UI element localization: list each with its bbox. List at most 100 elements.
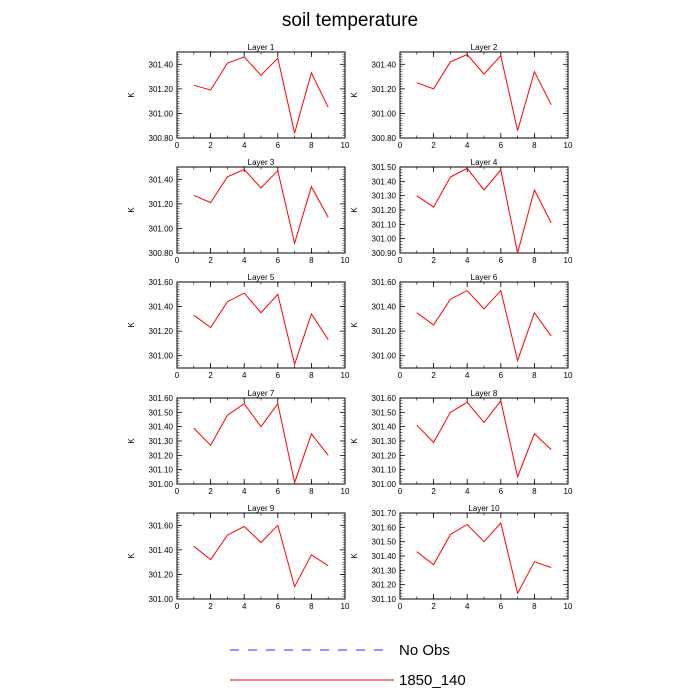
panel-layer-8: Layer 8 0 2 4 6 8 10 301.00 301.10 301.20 301.30 30…: [350, 389, 573, 496]
x-tick-label: 8: [309, 141, 314, 150]
y-tick-label: 300.80: [372, 134, 397, 143]
x-tick-label: 6: [499, 602, 504, 611]
x-tick-label: 6: [499, 141, 504, 150]
x-tick-label: 6: [276, 371, 281, 380]
x-tick-label: 8: [532, 487, 537, 496]
y-tick-label: 301.60: [149, 278, 174, 287]
series-line-1850-140: [193, 168, 329, 246]
series-line-1850-140: [416, 521, 552, 595]
x-tick-label: 6: [499, 256, 504, 265]
panel-title: Layer 2: [471, 43, 498, 52]
x-tick-label: 10: [564, 256, 573, 265]
x-tick-label: 2: [208, 141, 213, 150]
plot-frame: [176, 281, 346, 369]
y-tick-label: 300.90: [372, 249, 397, 258]
y-tick-label: 301.60: [149, 394, 174, 403]
y-tick-label: 301.00: [372, 109, 397, 118]
x-tick-label: 2: [431, 256, 436, 265]
panel-title: Layer 1: [248, 43, 275, 52]
x-tick-label: 2: [431, 371, 436, 380]
y-tick-label: 301.30: [372, 192, 397, 201]
y-tick-label: 301.50: [149, 408, 174, 417]
y-tick-label: 301.40: [372, 60, 397, 69]
panel-title: Layer 7: [248, 389, 275, 398]
series-line-1850-140: [193, 524, 329, 589]
x-tick-label: 6: [276, 602, 281, 611]
plot-frame: [399, 166, 569, 254]
y-tick-label: 301.30: [372, 566, 397, 575]
x-tick-label: 8: [532, 256, 537, 265]
x-tick-label: 0: [398, 602, 403, 611]
x-tick-label: 10: [341, 256, 350, 265]
plot-frame: [176, 397, 346, 485]
panel-layer-10: Layer 10 0 2 4 6 8 10 301.10 301.20 301.30 301.40 3…: [350, 504, 573, 611]
legend: No Obs 1850_140: [230, 642, 466, 689]
y-tick-label: 301.40: [372, 177, 397, 186]
series-line-1850-140: [193, 56, 329, 134]
y-tick-label: 301.20: [149, 200, 174, 209]
legend-label-no-obs: No Obs: [399, 642, 450, 659]
y-tick-label: 301.00: [149, 224, 174, 233]
y-tick-label: 301.30: [149, 437, 174, 446]
y-tick-label: 301.00: [149, 595, 174, 604]
panel-layer-6: Layer 6 0 2 4 6 8 10 301.00 301.20 301.40 301.60 K: [350, 273, 573, 380]
x-tick-label: 0: [175, 602, 180, 611]
x-tick-label: 2: [431, 602, 436, 611]
x-tick-label: 4: [465, 256, 470, 265]
plot-frame: [399, 397, 569, 485]
panel-layer-1: Layer 1 0 2 4 6 8 10 300.80 301.00 301.20 301.40 K: [127, 43, 350, 150]
y-tick-label: 301.60: [149, 521, 174, 530]
y-tick-label: 301.40: [372, 303, 397, 312]
panel-layer-2: Layer 2 0 2 4 6 8 10 300.80 301.00 301.20 301.40 K: [350, 43, 573, 150]
plot-frame: [399, 512, 569, 600]
panel-layer-7: Layer 7 0 2 4 6 8 10 301.00 301.10 301.20 301.30 30…: [127, 389, 350, 496]
panel-title: Layer 6: [471, 273, 498, 282]
panel-title: Layer 8: [471, 389, 498, 398]
y-tick-label: 301.00: [149, 109, 174, 118]
panel-title: Layer 4: [471, 158, 498, 167]
y-axis-label: K: [127, 438, 136, 444]
panel-layer-4: Layer 4 0 2 4 6 8 10 300.90 301.00 301.10 301.20 30…: [350, 158, 573, 265]
panel-title: Layer 5: [248, 273, 275, 282]
plot-frame: [176, 166, 346, 254]
x-tick-label: 8: [532, 602, 537, 611]
y-tick-label: 301.00: [149, 480, 174, 489]
y-tick-label: 301.00: [149, 352, 174, 361]
panel-title: Layer 9: [248, 504, 275, 513]
y-tick-label: 301.40: [149, 423, 174, 432]
x-tick-label: 6: [499, 371, 504, 380]
y-tick-label: 301.20: [149, 327, 174, 336]
panel-title: Layer 10: [468, 504, 500, 513]
x-tick-label: 6: [499, 487, 504, 496]
y-tick-label: 301.20: [372, 451, 397, 460]
x-tick-label: 8: [532, 141, 537, 150]
x-tick-label: 0: [398, 371, 403, 380]
y-tick-label: 301.00: [372, 480, 397, 489]
series-line-1850-140: [416, 53, 552, 131]
y-tick-label: 301.10: [372, 466, 397, 475]
y-tick-label: 301.70: [372, 509, 397, 518]
y-tick-label: 301.30: [372, 437, 397, 446]
y-tick-label: 301.20: [149, 85, 174, 94]
x-tick-label: 2: [431, 141, 436, 150]
y-tick-label: 301.60: [372, 523, 397, 532]
y-tick-label: 301.10: [372, 595, 397, 604]
y-tick-label: 300.80: [149, 134, 174, 143]
series-line-1850-140: [416, 289, 552, 363]
plot-frame: [399, 51, 569, 139]
x-tick-label: 8: [309, 487, 314, 496]
x-tick-label: 0: [175, 371, 180, 380]
x-tick-label: 4: [242, 141, 247, 150]
x-tick-label: 8: [309, 371, 314, 380]
x-tick-label: 10: [341, 371, 350, 380]
panel-layer-5: Layer 5 0 2 4 6 8 10 301.00 301.20 301.40 301.60 K: [127, 273, 350, 380]
y-tick-label: 301.20: [372, 581, 397, 590]
x-tick-label: 0: [175, 256, 180, 265]
y-tick-label: 301.00: [372, 235, 397, 244]
x-tick-label: 4: [242, 487, 247, 496]
x-tick-label: 10: [564, 487, 573, 496]
y-axis-label: K: [350, 207, 359, 213]
x-tick-label: 0: [398, 141, 403, 150]
x-tick-label: 0: [398, 256, 403, 265]
